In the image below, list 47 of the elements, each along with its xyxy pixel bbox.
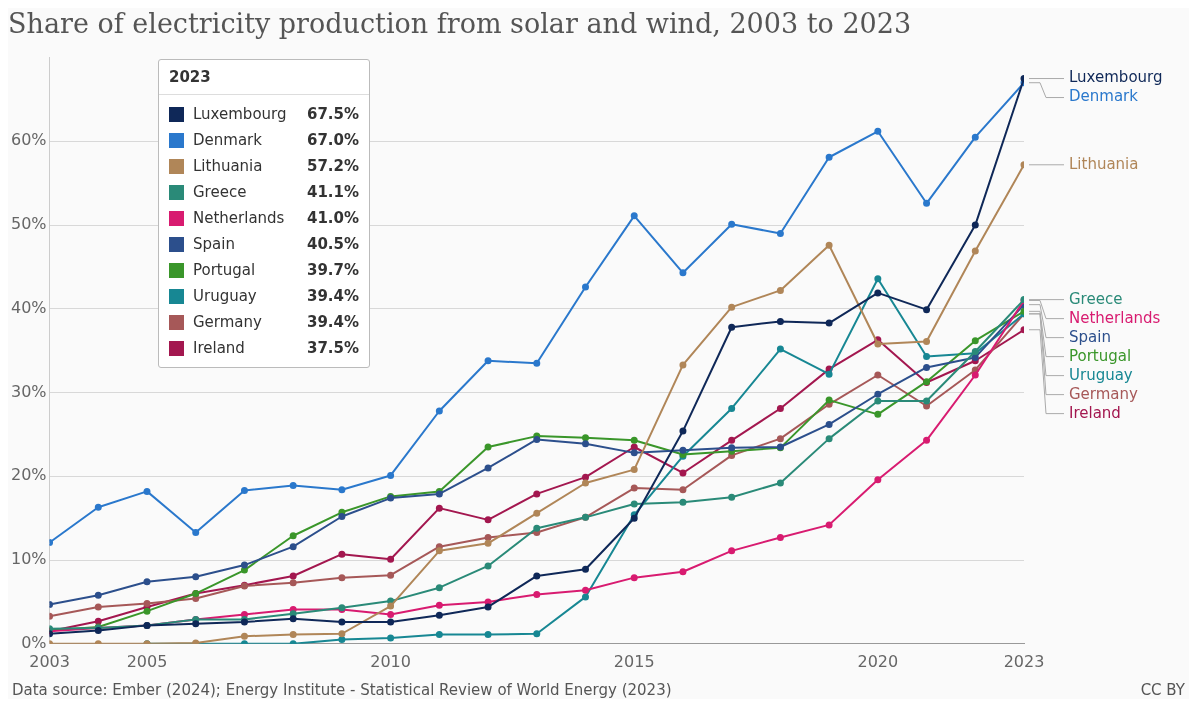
y-tick-label: 0% (21, 632, 47, 652)
legend-label: Denmark (193, 131, 263, 149)
text: Luxembourg (1069, 68, 1163, 87)
y-tick-label: 60% (11, 130, 47, 150)
text: Germany (1069, 384, 1138, 403)
annotation: 39.4% (306, 313, 359, 331)
legend-label: Uruguay (193, 287, 258, 305)
annotation: 39.4% (306, 287, 359, 305)
x-tick-label: 2015 (613, 651, 655, 671)
legend-label: Germany (193, 313, 263, 331)
annotation: 67.5% (306, 105, 359, 123)
annotation: 57.2% (306, 157, 359, 175)
legend-label: Luxembourg (193, 105, 288, 123)
x-tick-label: 2023 (1003, 651, 1045, 671)
chart-title: Share of electricity production from solar and wind, 2003 to 2023 (8, 8, 913, 41)
annotation: 37.5% (306, 339, 359, 357)
legend-label: Greece (193, 183, 248, 201)
annotation: 41.0% (306, 209, 359, 227)
legend-label: Ireland (193, 339, 246, 357)
y-tick-label: 20% (11, 465, 47, 485)
legend-label: Netherlands (193, 209, 286, 227)
legend-label: Spain (193, 235, 236, 253)
x-tick-label: 2003 (29, 651, 70, 671)
text: Ireland (1069, 403, 1121, 422)
source-note: Data source: Ember (2024); Energy Institute - Statistical Review of World Energy (2023) (12, 681, 672, 699)
text: Netherlands (1069, 308, 1161, 327)
legend-label: Lithuania (193, 157, 264, 175)
text: Greece (1069, 289, 1123, 308)
x-tick-label: 2005 (126, 651, 168, 671)
text: Portugal (1069, 346, 1132, 365)
x-tick-label: 2010 (370, 651, 411, 671)
legend-title: 2023 (159, 60, 369, 95)
y-tick-label: 40% (11, 297, 47, 317)
annotation: 67.0% (306, 131, 359, 149)
y-tick-label: 30% (11, 381, 47, 401)
y-tick-label: 10% (11, 549, 47, 569)
y-tick-label: 50% (11, 214, 47, 234)
annotation: 40.5% (306, 235, 359, 253)
annotation: 41.1% (306, 183, 359, 201)
text: Uruguay (1069, 365, 1133, 384)
annotation: 39.7% (306, 261, 359, 279)
text: Denmark (1069, 87, 1138, 106)
x-tick-label: 2020 (857, 651, 899, 671)
legend-label: Portugal (193, 261, 257, 279)
text: Spain (1069, 327, 1111, 346)
text: Lithuania (1069, 154, 1139, 173)
text: CC BY (1140, 681, 1185, 699)
